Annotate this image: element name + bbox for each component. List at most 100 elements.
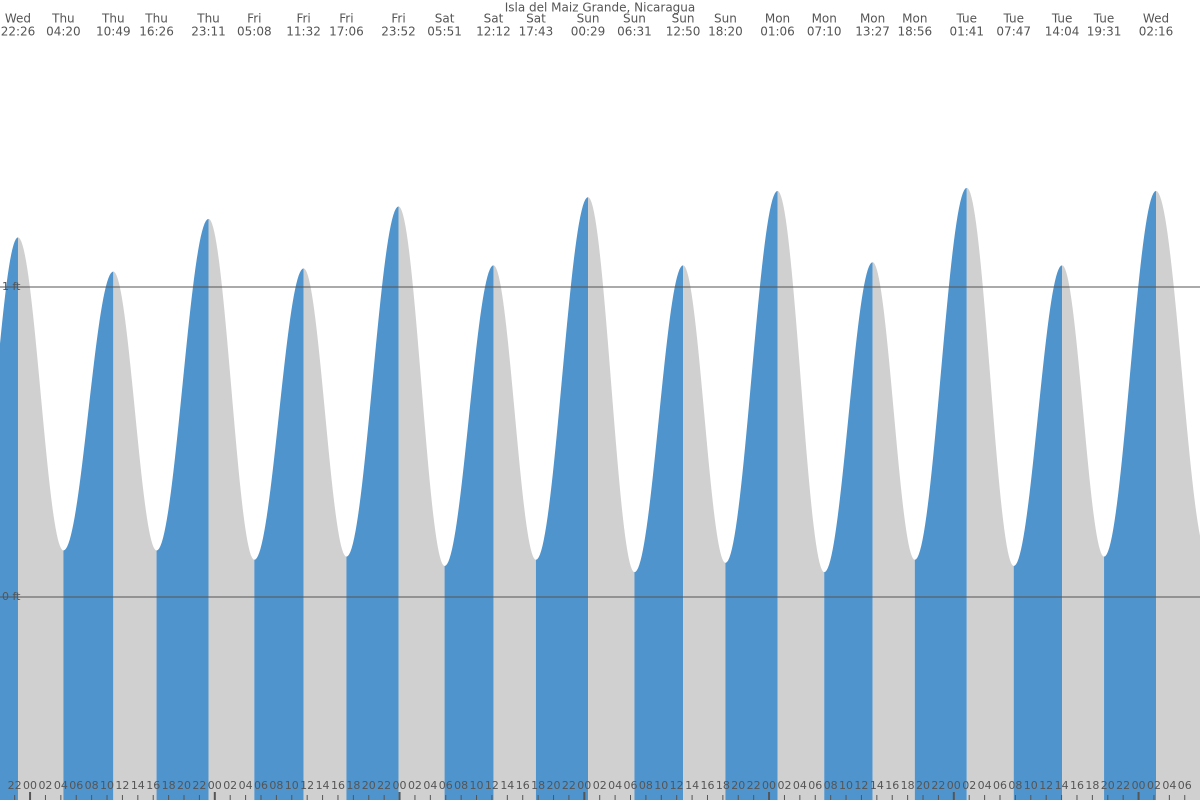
hour-label: 10: [1024, 779, 1038, 792]
hour-label: 00: [947, 779, 961, 792]
hour-label: 12: [300, 779, 314, 792]
hour-label: 10: [470, 779, 484, 792]
event-time: 11:32: [286, 25, 321, 39]
event-time: 22:26: [1, 25, 36, 39]
hour-label: 02: [1147, 779, 1161, 792]
hour-label: 04: [239, 779, 253, 792]
hour-label: 02: [223, 779, 237, 792]
event-time: 07:10: [807, 25, 842, 39]
hour-label: 06: [623, 779, 637, 792]
hour-label: 04: [608, 779, 622, 792]
event-day: Fri: [296, 12, 310, 26]
hour-label: 16: [700, 779, 714, 792]
event-day: Fri: [391, 12, 405, 26]
event-day: Sun: [577, 12, 600, 26]
hour-label: 08: [85, 779, 99, 792]
event-day: Sat: [526, 12, 546, 26]
hour-label: 02: [962, 779, 976, 792]
event-time: 23:11: [191, 25, 226, 39]
hour-label: 06: [808, 779, 822, 792]
event-day: Mon: [765, 12, 790, 26]
hour-label: 20: [731, 779, 745, 792]
event-day: Tue: [1002, 12, 1024, 26]
event-day: Mon: [812, 12, 837, 26]
hour-label: 06: [439, 779, 453, 792]
hour-label: 02: [38, 779, 52, 792]
hour-label: 04: [423, 779, 437, 792]
tide-segment: [777, 190, 825, 800]
event-day: Sat: [484, 12, 504, 26]
hour-label: 02: [408, 779, 422, 792]
hour-label: 18: [716, 779, 730, 792]
tide-segment: [1013, 265, 1063, 800]
event-day: Fri: [339, 12, 353, 26]
event-day: Thu: [51, 12, 75, 26]
tide-fills: [0, 187, 1200, 800]
event-time: 19:31: [1087, 25, 1122, 39]
tide-segment: [683, 265, 726, 800]
event-day: Fri: [247, 12, 261, 26]
hour-label: 16: [885, 779, 899, 792]
tide-segment: [1062, 265, 1105, 800]
event-day: Thu: [196, 12, 220, 26]
hour-label: 14: [870, 779, 884, 792]
tide-segment: [966, 187, 1014, 800]
tide-segment: [535, 197, 589, 800]
event-time: 04:20: [46, 25, 81, 39]
tide-segment: [824, 262, 873, 800]
event-time: 14:04: [1045, 25, 1080, 39]
tide-segment: [914, 187, 967, 800]
hour-label: 22: [8, 779, 22, 792]
tide-segment: [156, 218, 209, 800]
hour-label: 12: [670, 779, 684, 792]
hour-label: 20: [916, 779, 930, 792]
hour-label: 14: [685, 779, 699, 792]
tide-segment: [63, 271, 114, 800]
hour-label: 22: [931, 779, 945, 792]
hour-label: 16: [516, 779, 530, 792]
event-day: Wed: [5, 12, 31, 26]
event-day: Tue: [1051, 12, 1073, 26]
event-day: Thu: [101, 12, 125, 26]
hour-label: 06: [1178, 779, 1192, 792]
tide-segment: [634, 265, 684, 800]
event-time: 06:31: [617, 25, 652, 39]
event-time: 17:43: [519, 25, 554, 39]
event-day: Thu: [144, 12, 168, 26]
event-day: Mon: [902, 12, 927, 26]
event-day: Sun: [714, 12, 737, 26]
hour-label: 20: [177, 779, 191, 792]
event-time: 18:56: [898, 25, 933, 39]
event-time: 01:41: [949, 25, 984, 39]
event-time: 01:06: [760, 25, 795, 39]
hour-label: 08: [824, 779, 838, 792]
event-day: Mon: [860, 12, 885, 26]
tide-segment: [872, 262, 915, 800]
hour-label: 12: [1039, 779, 1053, 792]
hour-label: 22: [377, 779, 391, 792]
hour-label: 14: [131, 779, 145, 792]
hour-label: 16: [331, 779, 345, 792]
hour-label: 10: [285, 779, 299, 792]
hour-label: 22: [747, 779, 761, 792]
tide-segment: [113, 271, 157, 800]
hour-label: 16: [146, 779, 160, 792]
hour-label: 14: [316, 779, 330, 792]
hour-label: 08: [639, 779, 653, 792]
hour-label: 18: [162, 779, 176, 792]
hour-label: 18: [531, 779, 545, 792]
tide-segment: [1156, 190, 1200, 800]
hour-label: 04: [54, 779, 68, 792]
hour-label: 22: [192, 779, 206, 792]
hour-label: 04: [793, 779, 807, 792]
hour-label: 00: [1132, 779, 1146, 792]
tide-segment: [444, 265, 494, 800]
hour-label: 18: [901, 779, 915, 792]
hour-label: 02: [777, 779, 791, 792]
hour-label: 22: [562, 779, 576, 792]
event-time: 13:27: [855, 25, 890, 39]
tide-segment: [1104, 190, 1157, 800]
event-time: 12:12: [476, 25, 511, 39]
y-tick-label: 1 ft: [2, 280, 21, 293]
